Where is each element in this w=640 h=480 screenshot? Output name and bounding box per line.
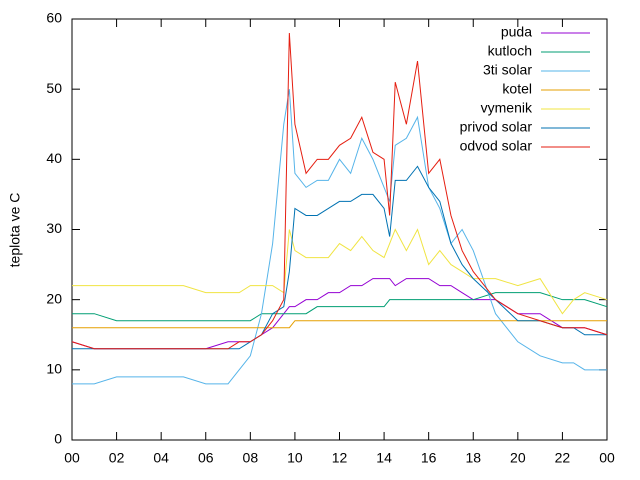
x-tick-label: 20 (510, 450, 526, 466)
x-tick-label: 22 (555, 450, 571, 466)
series-line (72, 165, 607, 350)
x-tick-label: 04 (153, 450, 169, 466)
legend-label: 3ti solar (483, 62, 532, 78)
series-line (72, 228, 608, 315)
y-tick-label: 30 (46, 220, 62, 236)
y-tick-label: 50 (46, 80, 62, 96)
x-tick-label: 18 (465, 450, 481, 466)
series-line (71, 33, 608, 350)
legend-label: vymenik (481, 100, 533, 116)
x-tick-label: 02 (109, 450, 125, 466)
x-tick-label: 00 (599, 450, 615, 466)
legend-label: kutloch (488, 43, 532, 59)
y-tick-label: 40 (46, 150, 62, 166)
x-tick-label: 16 (421, 450, 437, 466)
x-tick-label: 00 (64, 450, 80, 466)
x-tick-label: 14 (376, 450, 392, 466)
y-tick-label: 20 (46, 290, 62, 306)
series-line (71, 278, 608, 350)
x-tick-label: 12 (332, 450, 348, 466)
y-axis-label: teplota ve C (7, 193, 23, 268)
legend-label: privod solar (460, 119, 533, 135)
x-tick-label: 10 (287, 450, 303, 466)
y-tick-label: 60 (46, 10, 62, 26)
x-tick-label: 06 (198, 450, 214, 466)
legend-label: puda (501, 24, 532, 40)
x-tick-label: 08 (243, 450, 259, 466)
legend-label: odvod solar (460, 138, 533, 154)
series-line (72, 320, 607, 329)
y-tick-label: 10 (46, 361, 62, 377)
legend-label: kotel (502, 81, 532, 97)
y-tick-label: 0 (54, 431, 62, 447)
series-line (72, 292, 608, 322)
